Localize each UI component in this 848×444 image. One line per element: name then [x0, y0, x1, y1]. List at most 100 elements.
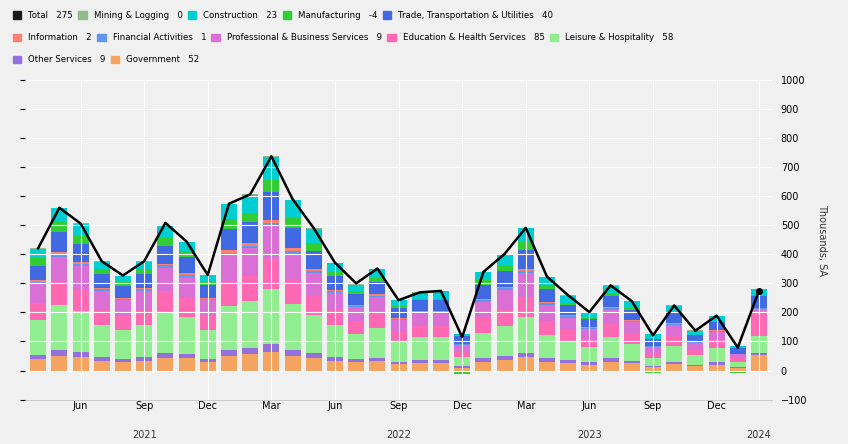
Bar — [31, 248, 46, 249]
Bar — [243, 194, 258, 195]
Bar — [349, 321, 364, 334]
Bar — [52, 254, 67, 257]
Bar — [539, 362, 555, 371]
Bar — [200, 359, 215, 362]
Bar — [476, 299, 491, 300]
Bar — [31, 258, 46, 266]
Bar — [667, 324, 682, 325]
Bar — [243, 249, 258, 276]
Bar — [645, 346, 661, 347]
Bar — [52, 221, 67, 232]
Bar — [94, 269, 109, 274]
Bar — [582, 313, 597, 317]
Bar — [667, 346, 682, 362]
Bar — [158, 313, 173, 353]
Bar — [200, 362, 215, 371]
Bar — [306, 296, 321, 315]
Bar — [221, 250, 237, 253]
Bar — [709, 316, 724, 321]
Bar — [200, 275, 215, 281]
Bar — [561, 330, 576, 341]
Legend: Information   2, Financial Activities   1, Professional & Business Services   9,: Information 2, Financial Activities 1, P… — [13, 33, 673, 42]
Bar — [158, 238, 173, 246]
Bar — [349, 285, 364, 292]
Bar — [221, 253, 237, 255]
Bar — [497, 326, 512, 356]
Bar — [137, 262, 152, 269]
Bar — [624, 321, 639, 322]
Bar — [603, 324, 618, 337]
Bar — [52, 282, 67, 305]
Bar — [158, 268, 173, 292]
Bar — [730, 367, 745, 368]
Bar — [264, 220, 279, 222]
Bar — [412, 311, 427, 312]
Bar — [52, 208, 67, 221]
Bar — [349, 305, 364, 306]
Bar — [688, 366, 703, 371]
Bar — [264, 289, 279, 345]
Bar — [221, 219, 237, 229]
Bar — [433, 299, 449, 300]
Bar — [582, 327, 597, 328]
Bar — [349, 294, 364, 305]
Bar — [115, 299, 131, 301]
Bar — [518, 297, 533, 317]
Bar — [94, 310, 109, 325]
Bar — [349, 334, 364, 360]
Bar — [497, 288, 512, 290]
Bar — [709, 331, 724, 332]
Bar — [624, 308, 639, 310]
Bar — [455, 372, 470, 374]
Bar — [391, 320, 406, 332]
Bar — [412, 300, 427, 311]
Bar — [688, 350, 703, 355]
Bar — [497, 270, 512, 287]
Bar — [31, 249, 46, 258]
Bar — [264, 222, 279, 226]
Bar — [349, 307, 364, 321]
Bar — [115, 276, 131, 282]
Bar — [497, 266, 512, 270]
Bar — [433, 313, 449, 326]
Bar — [94, 288, 109, 289]
Bar — [433, 326, 449, 337]
Bar — [285, 249, 300, 251]
Bar — [751, 371, 767, 372]
Bar — [709, 365, 724, 371]
Bar — [645, 334, 661, 339]
Bar — [391, 362, 406, 364]
Bar — [561, 296, 576, 302]
Bar — [391, 306, 406, 308]
Bar — [370, 294, 385, 296]
Bar — [264, 180, 279, 192]
Bar — [497, 287, 512, 288]
Bar — [158, 292, 173, 313]
Bar — [94, 289, 109, 291]
Bar — [158, 264, 173, 266]
Bar — [582, 329, 597, 339]
Text: 2022: 2022 — [386, 430, 411, 440]
Bar — [751, 353, 767, 356]
Bar — [94, 274, 109, 288]
Bar — [285, 356, 300, 371]
Bar — [476, 362, 491, 371]
Bar — [730, 346, 745, 349]
Bar — [433, 363, 449, 371]
Bar — [73, 223, 88, 224]
Bar — [561, 363, 576, 371]
Bar — [137, 357, 152, 361]
Bar — [73, 262, 88, 264]
Bar — [243, 222, 258, 243]
Bar — [73, 264, 88, 266]
Bar — [667, 313, 682, 323]
Bar — [73, 352, 88, 357]
Bar — [327, 293, 343, 310]
Bar — [391, 301, 406, 306]
Bar — [391, 332, 406, 341]
Bar — [327, 263, 343, 272]
Bar — [476, 272, 491, 281]
Bar — [688, 343, 703, 350]
Bar — [603, 285, 618, 294]
Bar — [179, 354, 194, 358]
